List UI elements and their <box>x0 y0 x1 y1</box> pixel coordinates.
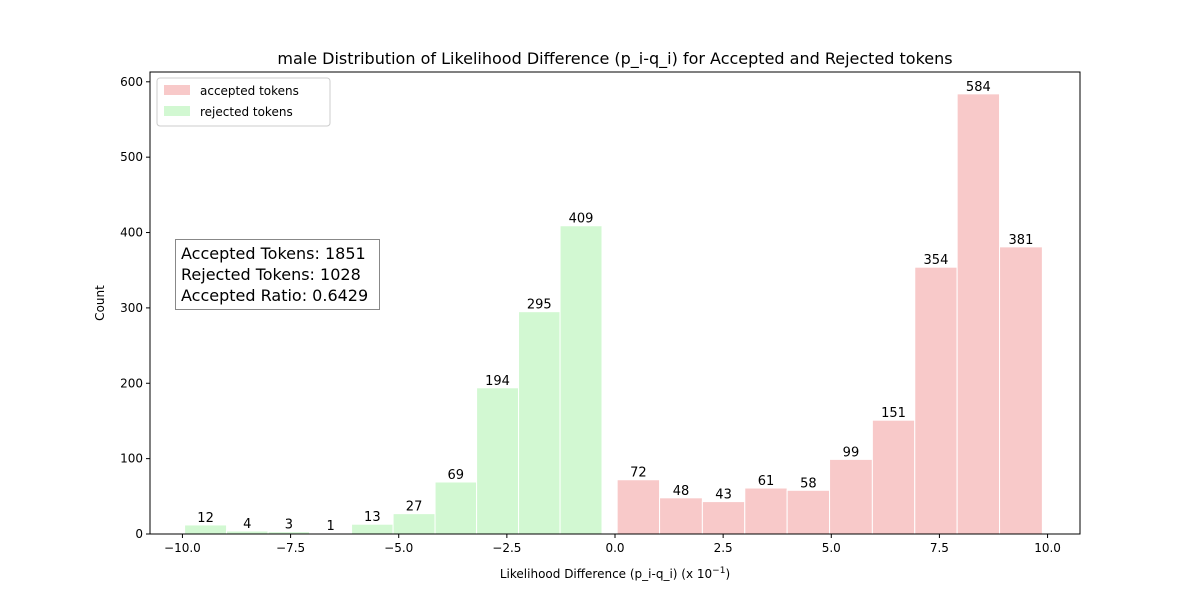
y-tick-label-6: 600 <box>120 75 143 89</box>
rejected-value-label-5: 27 <box>406 500 423 515</box>
accepted-tokens-text: Accepted Tokens: 1851 <box>181 244 366 263</box>
rejected-value-label-3: 1 <box>326 519 334 534</box>
y-tick-label-1: 100 <box>120 452 143 466</box>
rejected-value-label-1: 4 <box>243 517 251 532</box>
rejected-value-label-9: 409 <box>569 212 594 227</box>
accepted-value-label-1: 48 <box>673 484 690 499</box>
accepted-value-label-7: 354 <box>924 253 949 268</box>
rejected-bar-9 <box>559 225 603 535</box>
legend-frame <box>156 77 331 127</box>
legend-swatch-accepted <box>164 85 190 95</box>
accepted-value-label-8: 584 <box>966 80 991 95</box>
rejected-value-label-2: 3 <box>285 518 293 533</box>
rejected-value-label-4: 13 <box>364 510 381 525</box>
x-tick-label-4: 0.0 <box>605 541 624 555</box>
x-tick-label-6: 5.0 <box>822 541 841 555</box>
rejected-bar-0 <box>184 524 228 535</box>
accepted-bar-3 <box>744 487 788 535</box>
y-tick-label-4: 400 <box>120 226 143 240</box>
x-tick-label-0: −10.0 <box>164 541 201 555</box>
x-axis-label: Likelihood Difference (p_i-q_i) (x 10−1) <box>500 566 730 581</box>
accepted-value-label-2: 43 <box>715 488 732 503</box>
accepted-bar-1 <box>659 497 703 535</box>
rejected-value-label-6: 69 <box>448 468 465 483</box>
accepted-ratio-text: Accepted Ratio: 0.6429 <box>181 286 369 305</box>
rejected-bar-4 <box>351 523 394 535</box>
rejected-bar-6 <box>434 481 478 535</box>
rejected-value-label-7: 194 <box>485 374 510 389</box>
legend-label-rejected: rejected tokens <box>200 105 293 119</box>
y-tick-label-0: 0 <box>135 527 143 541</box>
x-tick-label-7: 7.5 <box>930 541 949 555</box>
accepted-bar-9 <box>999 246 1043 535</box>
x-tick-label-5: 2.5 <box>714 541 733 555</box>
stats-annotation-box: Accepted Tokens: 1851 Rejected Tokens: 1… <box>175 239 380 310</box>
accepted-bar-8 <box>956 93 1001 535</box>
x-tick-label-1: −7.5 <box>276 541 305 555</box>
rejected-bar-5 <box>392 513 436 535</box>
rejected-bar-8 <box>518 311 561 535</box>
x-axis: −10.0 −7.5 −5.0 −2.5 0.0 2.5 5.0 7.5 10.0 <box>164 534 1061 555</box>
accepted-value-label-0: 72 <box>630 466 647 481</box>
rejected-value-label-8: 295 <box>527 298 552 313</box>
x-tick-label-3: −2.5 <box>492 541 521 555</box>
accepted-value-label-5: 99 <box>843 445 860 460</box>
accepted-value-label-9: 381 <box>1009 233 1034 248</box>
rejected-tokens-text: Rejected Tokens: 1028 <box>181 265 361 284</box>
x-tick-label-2: −5.0 <box>384 541 413 555</box>
y-axis-label: Count <box>93 285 107 321</box>
y-axis: 0 100 200 300 400 500 600 <box>120 75 150 541</box>
accepted-bar-2 <box>701 501 746 535</box>
accepted-value-label-4: 58 <box>800 476 817 491</box>
accepted-bar-5 <box>829 458 873 535</box>
accepted-bar-7 <box>914 266 958 535</box>
bars-layer <box>184 93 1043 535</box>
rejected-value-label-0: 12 <box>197 511 214 526</box>
rejected-bar-7 <box>476 387 520 535</box>
chart-title: male Distribution of Likelihood Differen… <box>277 49 952 69</box>
accepted-bar-4 <box>786 489 831 535</box>
y-tick-label-5: 500 <box>120 150 143 164</box>
accepted-bar-0 <box>616 479 661 535</box>
legend: accepted tokens rejected tokens <box>156 77 331 127</box>
legend-swatch-rejected <box>164 106 190 116</box>
accepted-bar-6 <box>871 419 916 535</box>
x-tick-label-8: 10.0 <box>1034 541 1061 555</box>
y-tick-label-2: 200 <box>120 376 143 390</box>
accepted-value-label-6: 151 <box>881 406 906 421</box>
accepted-value-label-3: 61 <box>758 474 775 489</box>
legend-label-accepted: accepted tokens <box>200 84 299 98</box>
y-tick-label-3: 300 <box>120 301 143 315</box>
